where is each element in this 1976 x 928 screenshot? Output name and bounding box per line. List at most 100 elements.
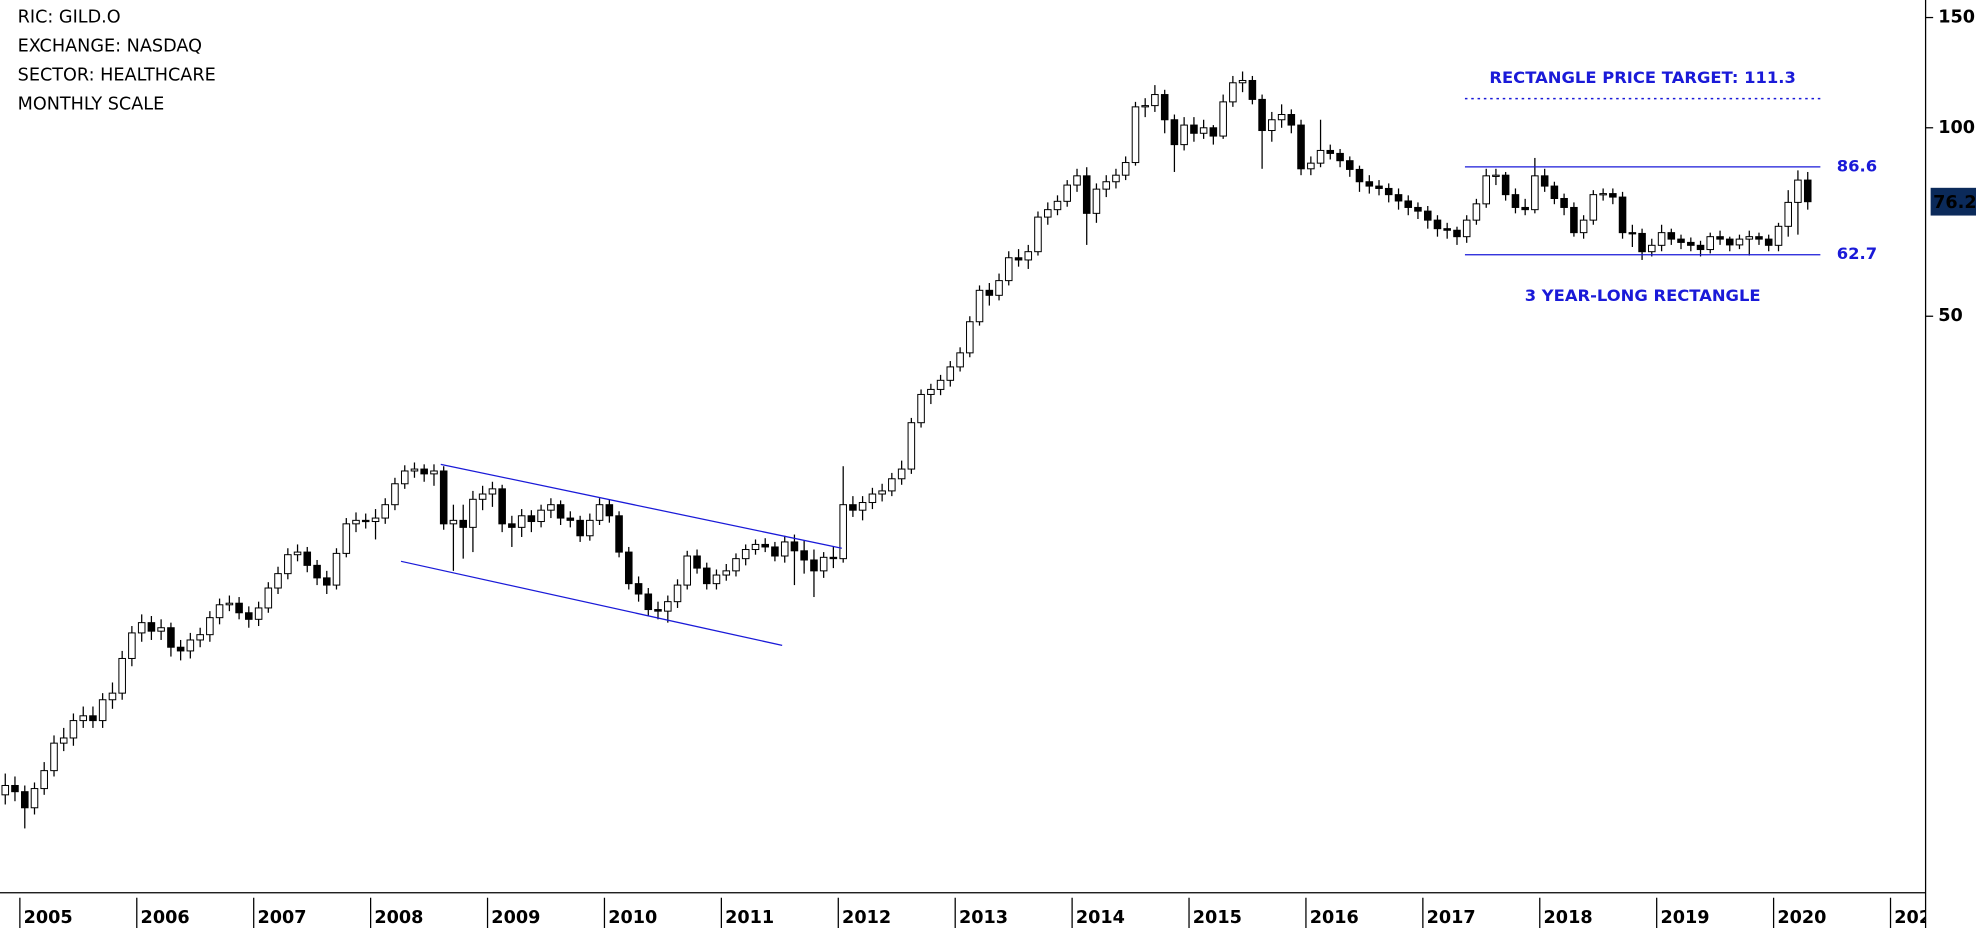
candle-body (79, 715, 88, 722)
candle-body (206, 617, 214, 636)
candle-body (118, 657, 126, 694)
candle-body (624, 551, 633, 585)
candle-body (1199, 127, 1208, 134)
candle-body (975, 289, 984, 323)
last-price-label: 76.2 (1933, 193, 1976, 213)
candle-body (1102, 181, 1111, 190)
candle-body (897, 468, 906, 480)
candle-body (732, 558, 740, 572)
candle-body (1589, 194, 1598, 221)
candle-body (683, 555, 692, 586)
candle-body (1764, 238, 1773, 246)
candle-body (1482, 175, 1491, 205)
candle-body (1453, 229, 1461, 238)
candle-body (352, 519, 360, 525)
candle-body (595, 504, 604, 521)
candle-body (1355, 168, 1364, 183)
candle-body (576, 519, 584, 537)
candle-body (488, 488, 497, 495)
x-tick-label: 2007 (257, 908, 306, 928)
candle-body (21, 791, 29, 809)
candle-body (829, 556, 838, 560)
candle-body (157, 627, 165, 632)
candle-body (1092, 188, 1101, 214)
candle-body (1735, 238, 1744, 246)
candle-body (371, 517, 380, 523)
candle-body (1687, 241, 1695, 246)
candle-body (1725, 238, 1734, 246)
candle-body (1657, 232, 1666, 246)
y-tick-label: 100 (1938, 118, 1975, 138)
candle-body (1034, 216, 1042, 253)
candle-body (1423, 210, 1432, 221)
candle-body (1609, 193, 1617, 198)
x-tick-label: 2013 (959, 908, 1008, 928)
candle-body (1706, 236, 1715, 251)
candle-body (839, 504, 847, 560)
candle-body (332, 552, 341, 586)
candle-body (810, 559, 818, 572)
candle-body (439, 470, 448, 525)
candle-body (586, 519, 594, 537)
candle-body (128, 632, 136, 659)
candle-body (1394, 194, 1403, 202)
y-tick-label: 150 (1938, 8, 1975, 28)
candle-body (498, 488, 506, 525)
rectangle-label: 3 YEAR-LONG RECTANGLE (1525, 286, 1761, 305)
x-tick-label: 2012 (842, 908, 891, 928)
info-text: EXCHANGE: NASDAQ (18, 37, 202, 57)
candle-body (1316, 149, 1325, 164)
candle-body (196, 634, 204, 641)
candle-body (1063, 184, 1071, 202)
candle-body (1667, 232, 1676, 240)
candle-body (527, 515, 536, 523)
candle-body (1404, 200, 1413, 208)
candle-body (225, 602, 234, 606)
x-tick-label: 2017 (1427, 908, 1476, 928)
candle-body (702, 567, 711, 585)
candle-body (858, 502, 867, 511)
candle-body (1560, 197, 1568, 208)
candle-body (1277, 114, 1286, 121)
candle-body (780, 541, 789, 557)
candle-body (634, 583, 643, 595)
info-text: RIC: GILD.O (18, 8, 121, 28)
candle-body (1531, 175, 1539, 211)
candle-body (508, 523, 516, 528)
candle-body (1248, 79, 1257, 100)
candle-body (1121, 162, 1130, 176)
candle-body (1229, 82, 1237, 103)
candle-body (1044, 209, 1052, 218)
candle-body (400, 470, 409, 485)
candle-body (264, 587, 273, 609)
candle-body (615, 515, 623, 553)
candle-body (11, 784, 19, 793)
candle-body (449, 519, 458, 525)
candle-body (1160, 94, 1169, 121)
x-tick-label: 2010 (608, 908, 657, 928)
candle-body (1618, 196, 1627, 234)
trendline (440, 463, 842, 549)
x-tick-label: 2015 (1193, 908, 1242, 928)
y-tick-label: 50 (1938, 306, 1963, 326)
candle-body (410, 468, 419, 472)
candle-body (693, 555, 701, 569)
candle-body (322, 577, 331, 586)
candle-body (1141, 105, 1149, 108)
candle-body (1501, 174, 1510, 196)
candle-body (108, 692, 117, 701)
candle-body (274, 573, 282, 589)
candle-body (1784, 201, 1792, 227)
candle-body (313, 564, 321, 579)
candle-body (1570, 206, 1578, 234)
candle-body (566, 517, 575, 521)
candle-body (167, 627, 175, 648)
x-tick-label: 2018 (1544, 908, 1593, 928)
candle-body (89, 715, 97, 722)
candle-body (1326, 149, 1335, 154)
candle-body (147, 622, 156, 632)
candle-body (654, 609, 662, 612)
candle-body (1647, 244, 1656, 253)
candle-body (878, 490, 886, 495)
